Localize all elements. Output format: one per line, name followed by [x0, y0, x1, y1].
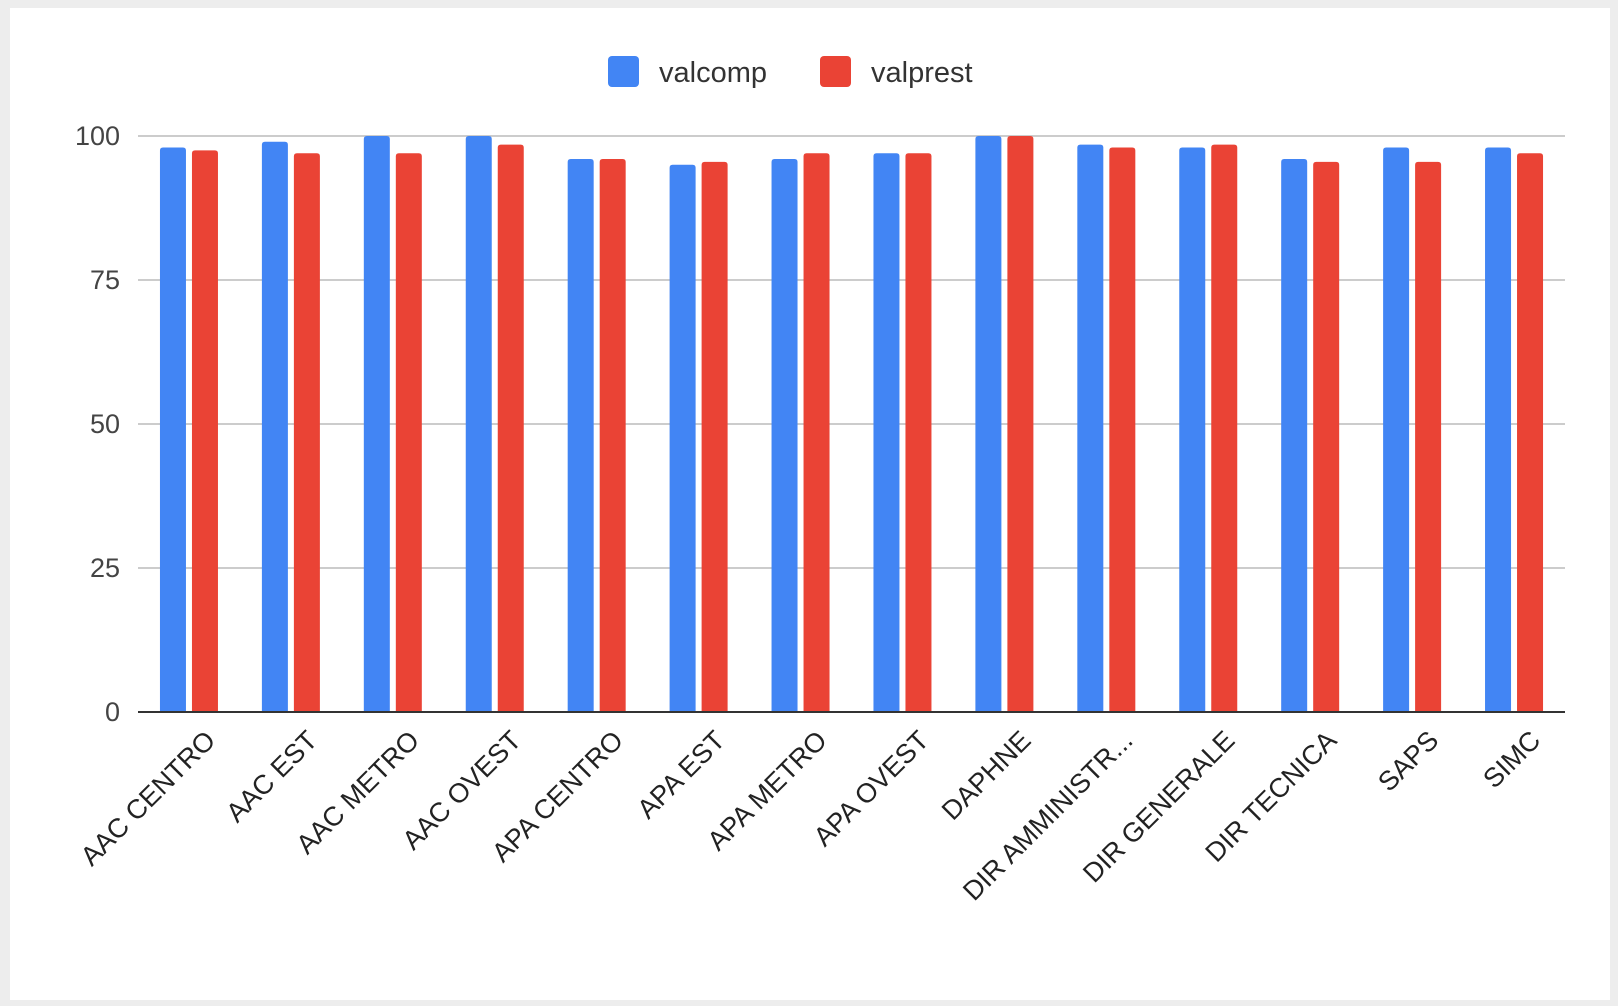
- bar-valprest: [497, 144, 524, 712]
- bar-valprest: [803, 153, 830, 712]
- bar-valcomp: [1383, 147, 1410, 712]
- bar-valcomp: [363, 136, 390, 712]
- y-tick-label: 25: [90, 553, 120, 583]
- bar-valcomp: [1179, 147, 1206, 712]
- legend-label: valprest: [871, 57, 973, 89]
- x-tick-label: SIMC: [1477, 725, 1546, 794]
- bar-valcomp: [159, 147, 186, 712]
- x-tick-label: DIR AMMINISTR...: [957, 725, 1138, 906]
- bar-valcomp: [975, 136, 1002, 712]
- legend-label: valcomp: [659, 57, 767, 89]
- x-tick-label: APA EST: [631, 725, 730, 824]
- bars: [159, 136, 1544, 713]
- y-tick-label: 50: [90, 409, 120, 439]
- chart-panel: valcomp valprest 0 25 50 75 100 AAC CENTRO AAC…: [10, 8, 1610, 1000]
- bar-valprest: [1007, 136, 1034, 712]
- legend: valcomp valprest: [608, 56, 973, 89]
- bar-valprest: [293, 153, 320, 712]
- bar-valcomp: [1485, 147, 1512, 712]
- bar-valprest: [1109, 147, 1136, 712]
- y-axis: 0 25 50 75 100: [75, 121, 120, 727]
- bar-valprest: [701, 161, 728, 713]
- x-tick-label: SAPS: [1372, 725, 1444, 797]
- bar-valcomp: [771, 159, 798, 713]
- bar-valcomp: [465, 136, 492, 712]
- bar-valprest: [599, 159, 626, 713]
- legend-swatch: [820, 56, 851, 87]
- y-tick-label: 0: [105, 697, 120, 727]
- bar-valcomp: [567, 159, 594, 713]
- gridlines: [138, 135, 1565, 569]
- bar-valprest: [1313, 161, 1340, 713]
- y-tick-label: 100: [75, 121, 120, 151]
- x-tick-label: DAPHNE: [936, 725, 1037, 826]
- bar-valcomp: [261, 141, 288, 712]
- bar-valcomp: [1281, 159, 1308, 713]
- bar-valprest: [1415, 161, 1442, 713]
- bar-valcomp: [1077, 144, 1104, 712]
- bar-valprest: [1211, 144, 1238, 712]
- bar-valprest: [1517, 153, 1544, 712]
- bar-chart: valcomp valprest 0 25 50 75 100 AAC CENTRO AAC…: [75, 56, 1565, 906]
- bar-valcomp: [669, 164, 696, 713]
- bar-valprest: [905, 153, 932, 712]
- bar-valprest: [191, 150, 218, 712]
- bar-valcomp: [873, 153, 900, 712]
- x-tick-label: AAC EST: [220, 725, 323, 828]
- y-tick-label: 75: [90, 265, 120, 295]
- x-tick-label: AAC CENTRO: [75, 725, 221, 871]
- legend-swatch: [608, 56, 639, 87]
- bar-valprest: [395, 153, 422, 712]
